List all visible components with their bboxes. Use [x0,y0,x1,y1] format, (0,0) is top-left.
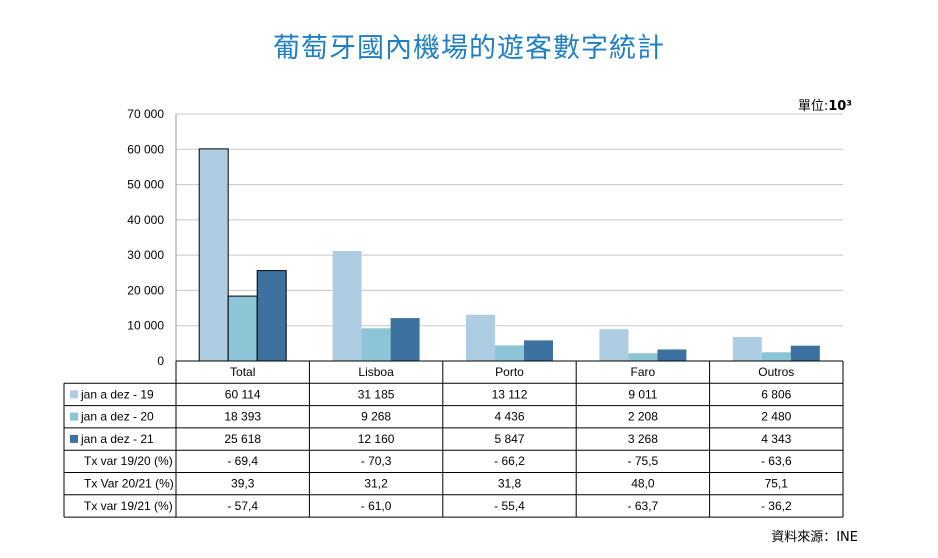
table-cell: 4 436 [494,410,524,424]
table-cell: - 55,4 [494,499,525,513]
y-tick-label: 20 000 [127,283,164,297]
table-cell: 25 618 [224,432,261,446]
page-title: 葡萄牙國內機場的遊客數字統計 [273,33,665,64]
bar [524,340,553,361]
table-cell: - 69,4 [227,454,258,468]
y-tick-label: 70 000 [127,107,164,121]
table-cell: 18 393 [224,410,261,424]
y-tick-label: 40 000 [127,213,164,227]
category-label: Outros [758,365,794,379]
bar [599,329,629,361]
table-cell: 39,3 [231,477,255,491]
bar [657,349,687,361]
bar [361,328,391,361]
table-cell: - 57,4 [227,499,258,513]
bar [332,250,362,361]
table-cell: 60 114 [225,387,261,401]
table-cell: 2 208 [628,410,658,424]
table-cell: 75,1 [765,477,789,491]
table-cell: - 36,2 [761,499,792,513]
bar [256,270,287,362]
table-cell: 2 480 [761,410,791,424]
y-tick-label: 10 000 [127,319,164,333]
category-label: Faro [631,365,656,379]
table-cell: 5 847 [494,432,524,446]
table-cell: 31 185 [358,387,395,401]
legend-label: jan a dez - 19 [80,387,154,401]
legend-label: Tx var 19/20 (%) [84,454,173,468]
table-cell: 31,2 [364,477,388,491]
legend-swatch [70,412,78,421]
category-label: Total [230,365,255,379]
table-cell: - 70,3 [361,454,392,468]
table-cell: 31,8 [498,477,522,491]
unit-value: 10³ [828,99,852,114]
unit-label-text: 單位: [797,99,829,114]
y-tick-label: 0 [157,354,164,368]
bar [790,345,820,361]
bar [466,314,495,361]
y-tick-label: 30 000 [127,248,164,262]
legend-swatch [70,434,78,443]
table-cell: 12 160 [358,432,395,446]
table-cell: 48,0 [631,477,655,491]
table-cell: - 63,7 [628,499,659,513]
y-tick-label: 60 000 [127,142,164,156]
table-cell: 6 806 [761,387,791,401]
bar [227,295,258,362]
bar [628,353,658,361]
bar [732,336,762,361]
table-cell: - 61,0 [361,499,392,513]
legend-label: jan a dez - 21 [80,432,154,446]
legend-label: Tx Var 20/21 (%) [84,477,174,491]
bar [495,345,524,361]
bar [390,318,420,361]
table-cell: 4 343 [761,432,791,446]
table-cell: - 63,6 [761,454,792,468]
table-cell: 13 112 [492,387,528,401]
table-cell: - 66,2 [494,454,525,468]
source-note: 資料來源：INE [771,530,858,545]
y-tick-label: 50 000 [127,178,164,192]
bar [761,352,791,361]
category-label: Porto [495,365,524,379]
bar [198,148,229,362]
table-cell: - 75,5 [628,454,659,468]
table-cell: 9 011 [628,387,657,401]
table-cell: 9 268 [361,410,391,424]
category-label: Lisboa [358,365,394,379]
unit-label: 單位:10³ [798,95,852,114]
legend-label: jan a dez - 20 [80,410,154,424]
legend-swatch [70,390,78,399]
legend-label: Tx var 19/21 (%) [84,499,173,513]
table-cell: 3 268 [628,432,658,446]
